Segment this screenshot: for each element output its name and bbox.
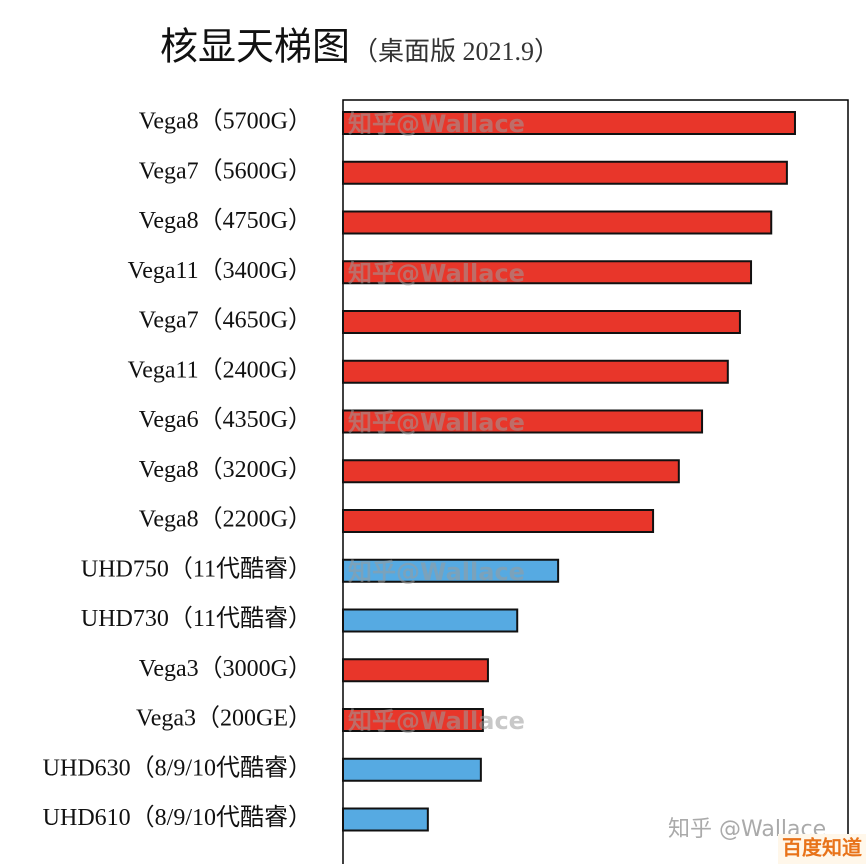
watermark: 知乎@Wallace [348,707,525,735]
bar [342,608,519,633]
y-tick-label: Vega8（2200G） [139,507,312,533]
bar [342,310,741,334]
watermark: 知乎@Wallace [348,409,525,437]
bar [342,708,484,732]
bar [342,807,429,832]
y-tick-label: Vega11（2400G） [128,357,312,383]
chart-subtitle: （桌面版 2021.9） [352,37,560,66]
y-tick-label: Vega3（3000G） [139,656,312,682]
bar [342,111,796,135]
badge-bg [778,834,866,864]
y-tick-label: Vega11（3400G） [128,258,312,284]
bar [342,210,773,235]
watermark: 知乎@Wallace [348,259,525,287]
bar [342,160,788,185]
bar [342,558,560,583]
watermark: 知乎@Wallace [348,558,525,586]
y-tick-label: Vega8（4750G） [139,208,312,234]
plot-frame [342,99,849,864]
watermark: 知乎@Wallace [348,110,525,138]
badge: 百度知道 [782,836,862,860]
y-tick-label: Vega8（3200G） [139,457,312,483]
bar [342,409,704,434]
chart-title: 核显天梯图 [160,25,350,69]
y-tick-label: Vega6（4350G） [139,407,312,433]
y-tick-label: UHD630（8/9/10代酷睿） [43,754,312,781]
bar [342,658,489,683]
bar [342,757,482,782]
bar [342,509,655,533]
bar [342,260,753,285]
y-tick-label: UHD730（11代酷睿） [81,605,312,632]
y-tick-label: UHD610（8/9/10代酷睿） [43,804,312,831]
bar [342,359,729,384]
y-tick-label: UHD750（11代酷睿） [81,555,312,582]
y-tick-label: Vega8（5700G） [139,109,312,135]
y-tick-label: Vega7（5600G） [139,158,312,184]
bar [342,459,680,484]
y-tick-label: Vega3（200GE） [136,706,312,732]
y-tick-label: Vega7（4650G） [139,308,312,334]
